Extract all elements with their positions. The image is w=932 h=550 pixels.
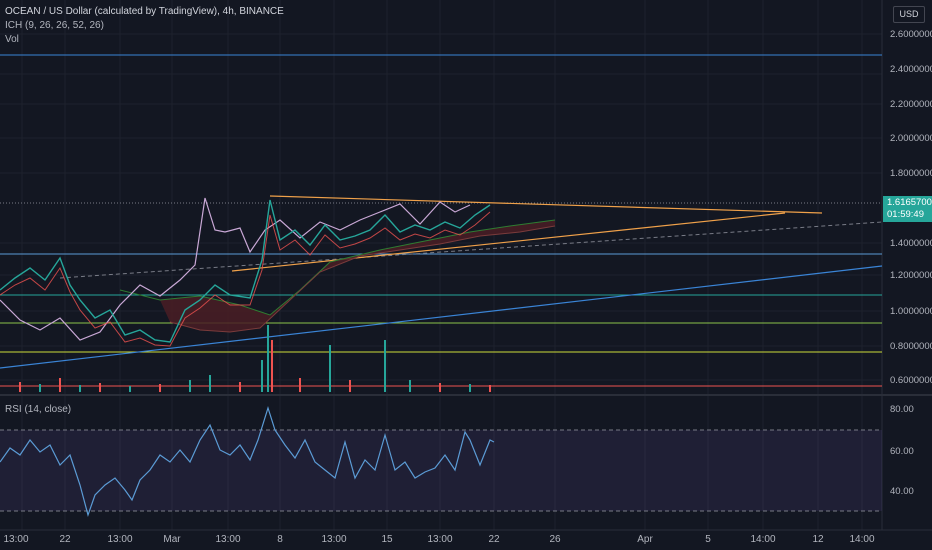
ichimoku-legend[interactable]: ICH (9, 26, 26, 52, 26) [5,20,104,31]
time-tick: 13:00 [107,534,133,545]
lagging-span [0,197,471,341]
rsi-tick: 80.00 [890,404,914,415]
bar-countdown: 01:59:49 [887,209,924,220]
price-tick: 2.60000000 [890,29,932,40]
support-trendline [0,265,883,369]
time-tick: 14:00 [849,534,875,545]
time-tick: 13:00 [427,534,453,545]
volume-legend[interactable]: Vol [5,34,19,45]
price-tick: 1.00000000 [890,306,932,317]
volume-bars [19,325,491,392]
price-tick: 2.40000000 [890,64,932,75]
time-tick: 22 [59,534,71,545]
time-tick: Apr [637,534,653,545]
time-tick: 22 [488,534,500,545]
price-tick: 1.80000000 [890,168,932,179]
time-tick: 13:00 [321,534,347,545]
price-tick: 0.60000000 [890,375,932,386]
time-tick: 12 [812,534,824,545]
price-tick: 1.40000000 [890,238,932,249]
price-tick: 2.00000000 [890,133,932,144]
time-tick: 13:00 [3,534,29,545]
chart-title: OCEAN / US Dollar (calculated by Trading… [5,6,284,17]
time-tick: 26 [549,534,561,545]
price-tick: 1.20000000 [890,270,932,281]
rsi-tick: 60.00 [890,446,914,457]
time-tick: 8 [277,534,283,545]
candles [0,199,491,347]
rsi-tick: 40.00 [890,486,914,497]
rsi-line [0,406,495,518]
triangle-pattern [231,195,823,272]
time-tick: 5 [705,534,711,545]
time-tick: 14:00 [750,534,776,545]
time-tick: 13:00 [215,534,241,545]
time-tick: Mar [163,534,181,545]
currency-button[interactable]: USD [893,6,925,23]
rsi-legend[interactable]: RSI (14, close) [5,404,72,415]
price-tick: 2.20000000 [890,99,932,110]
time-tick: 15 [381,534,393,545]
price-tick: 0.80000000 [890,341,932,352]
